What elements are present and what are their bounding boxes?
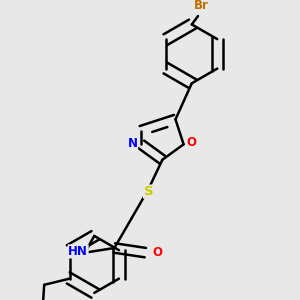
Text: N: N	[128, 137, 137, 150]
Text: O: O	[186, 136, 196, 149]
Text: O: O	[152, 246, 162, 259]
Text: S: S	[144, 185, 153, 198]
Text: HN: HN	[68, 245, 88, 258]
Text: Br: Br	[194, 0, 208, 12]
